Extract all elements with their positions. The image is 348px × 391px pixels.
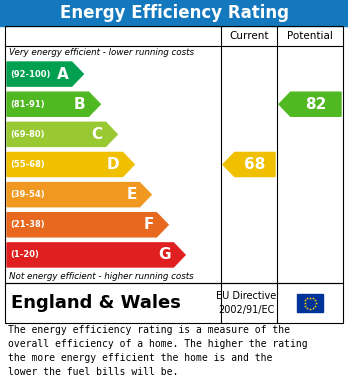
Text: England & Wales: England & Wales (11, 294, 181, 312)
Text: Potential: Potential (287, 31, 333, 41)
Polygon shape (7, 152, 134, 177)
Text: The energy efficiency rating is a measure of the
overall efficiency of a home. T: The energy efficiency rating is a measur… (8, 325, 308, 377)
Text: A: A (57, 66, 69, 82)
Text: B: B (74, 97, 86, 112)
Polygon shape (7, 213, 168, 237)
Text: F: F (143, 217, 153, 232)
Bar (5, 283, 343, 323)
Text: E: E (126, 187, 136, 202)
Text: EU Directive
2002/91/EC: EU Directive 2002/91/EC (216, 291, 276, 315)
Text: Current: Current (229, 31, 269, 41)
Text: (55-68): (55-68) (10, 160, 45, 169)
Text: 82: 82 (305, 97, 326, 112)
Text: D: D (107, 157, 120, 172)
Bar (297, 294, 323, 312)
Polygon shape (279, 92, 341, 116)
Polygon shape (7, 122, 117, 146)
Text: (39-54): (39-54) (10, 190, 45, 199)
Text: (92-100): (92-100) (10, 70, 50, 79)
Polygon shape (7, 183, 151, 207)
Text: (1-20): (1-20) (10, 250, 39, 260)
Bar (5, 26, 343, 283)
Text: Energy Efficiency Rating: Energy Efficiency Rating (60, 4, 288, 22)
Text: C: C (92, 127, 103, 142)
Text: G: G (158, 248, 171, 262)
Polygon shape (223, 152, 275, 177)
Text: (69-80): (69-80) (10, 130, 45, 139)
Text: Very energy efficient - lower running costs: Very energy efficient - lower running co… (9, 48, 194, 57)
Polygon shape (7, 62, 83, 86)
Polygon shape (7, 243, 185, 267)
Polygon shape (7, 92, 100, 116)
Text: Not energy efficient - higher running costs: Not energy efficient - higher running co… (9, 272, 193, 281)
Text: (21-38): (21-38) (10, 220, 45, 229)
Bar (0, 0, 348, 26)
Text: (81-91): (81-91) (10, 100, 45, 109)
Text: 68: 68 (244, 157, 266, 172)
